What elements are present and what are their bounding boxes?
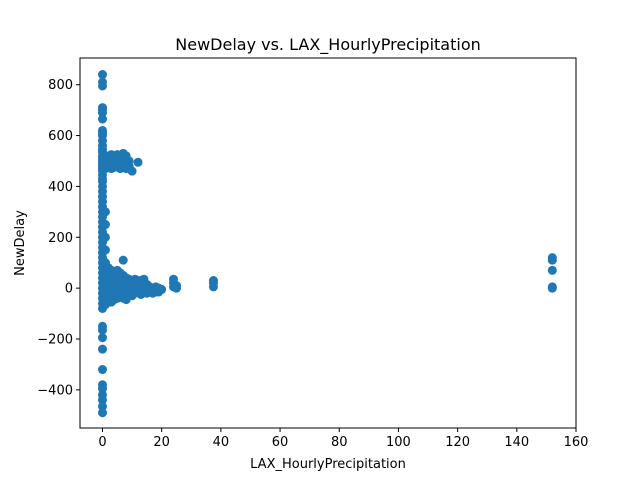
data-point-52 [97, 344, 107, 354]
data-point-55 [97, 384, 107, 394]
x-tick-label: 100 [386, 435, 411, 450]
x-axis-label: LAX_HourlyPrecipitation [250, 457, 406, 472]
y-tick-label: 600 [48, 129, 73, 144]
data-point-57 [97, 395, 107, 405]
y-tick-label: 400 [48, 180, 73, 195]
x-axis: 0 20 40 60 80 100 120 140 160 [98, 428, 588, 450]
data-point-173 [547, 265, 557, 275]
data-point-6 [97, 114, 107, 124]
y-axis: −400 −200 0 200 400 600 800 [37, 78, 80, 398]
y-axis-label: NewDelay [13, 210, 28, 276]
x-tick-label: 80 [331, 435, 348, 450]
data-point-162 [157, 284, 167, 294]
data-point-65 [100, 232, 110, 242]
x-tick-label: 20 [153, 435, 170, 450]
data-point-58 [97, 401, 107, 411]
chart-title: NewDelay vs. LAX_HourlyPrecipitation [175, 35, 481, 55]
data-point-170 [208, 282, 218, 292]
data-point-50 [97, 325, 107, 335]
data-point-141 [133, 157, 143, 167]
x-tick-label: 160 [564, 435, 589, 450]
x-tick-label: 0 [98, 435, 106, 450]
data-point-175 [547, 283, 557, 293]
points-layer [97, 70, 557, 418]
data-point-51 [97, 333, 107, 343]
data-point-64 [100, 220, 110, 230]
data-point-66 [100, 245, 110, 255]
x-tick-label: 40 [213, 435, 230, 450]
data-point-167 [171, 283, 181, 293]
y-tick-label: −200 [37, 332, 73, 347]
data-point-2 [97, 81, 107, 91]
data-point-63 [100, 207, 110, 217]
data-point-5 [97, 108, 107, 118]
data-point-134 [127, 166, 137, 176]
data-point-172 [547, 255, 557, 265]
data-point-53 [97, 365, 107, 375]
x-tick-label: 120 [445, 435, 470, 450]
x-tick-label: 60 [272, 435, 289, 450]
data-point-117 [118, 255, 128, 265]
plot-frame [79, 57, 577, 429]
x-tick-label: 140 [504, 435, 529, 450]
y-tick-label: −400 [37, 383, 73, 398]
y-tick-label: 200 [48, 231, 73, 246]
data-point-59 [97, 408, 107, 418]
data-point-0 [97, 70, 107, 80]
y-tick-label: 800 [48, 78, 73, 93]
y-tick-label: 0 [65, 282, 73, 297]
